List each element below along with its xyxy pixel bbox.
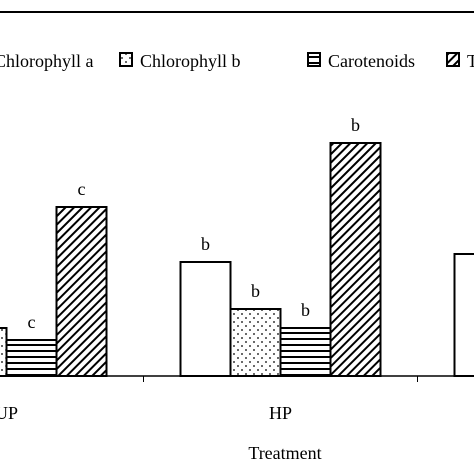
legend-label: Carotenoids: [328, 51, 415, 71]
legend-label: Chlorophyll a: [0, 51, 94, 71]
x-tick-label: UP: [0, 403, 18, 423]
legend-swatch: [119, 52, 133, 67]
bar: [179, 261, 232, 377]
bar: [5, 339, 58, 377]
significance-letter: b: [301, 300, 310, 320]
bar: [453, 253, 474, 377]
legend-label: Chlorophyll b: [140, 51, 241, 71]
significance-letter: b: [201, 234, 210, 254]
significance-letter: b: [351, 115, 360, 135]
significance-letter: c: [28, 312, 36, 332]
legend-swatch: [446, 52, 460, 67]
x-tick-label: HP: [269, 403, 292, 423]
bar: [229, 308, 282, 377]
bar: [279, 327, 332, 377]
bar: [55, 206, 108, 377]
legend-swatch: [307, 52, 321, 67]
significance-letter: c: [78, 179, 86, 199]
legend-label: T: [467, 51, 474, 71]
x-axis-title: Treatment: [248, 443, 321, 463]
significance-letter: b: [251, 281, 260, 301]
bar: [329, 142, 382, 377]
